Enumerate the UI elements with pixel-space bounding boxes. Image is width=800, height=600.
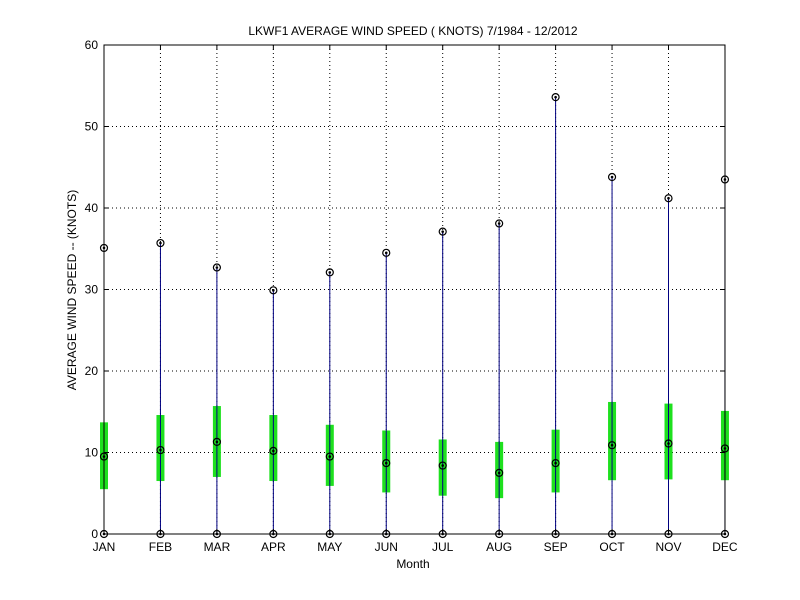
x-tick-label: JUL [432, 540, 454, 554]
x-tick-label: FEB [149, 540, 172, 554]
median-marker-dot [159, 448, 162, 452]
median-marker [495, 468, 504, 477]
median-marker-dot [328, 455, 332, 458]
median-marker-dot [667, 442, 670, 445]
max-marker [551, 93, 560, 102]
y-tick-label: 0 [91, 527, 98, 541]
max-marker [495, 219, 504, 228]
box-jun [382, 248, 391, 539]
x-tick-label: JUN [375, 540, 398, 554]
x-tick-label: MAR [204, 540, 231, 554]
y-axis-ticks: 0 10 20 30 40 50 60 [85, 38, 725, 541]
x-axis-ticks: JAN FEB MAR APR MAY JUN JUL AUG SEP OCT NOV DEC [93, 45, 738, 554]
y-tick-label: 40 [85, 201, 99, 215]
x-tick-label: JAN [93, 540, 116, 554]
max-marker-dot [667, 196, 670, 200]
median-marker-dot [441, 464, 445, 467]
median-marker [382, 458, 391, 468]
max-marker-dot [554, 95, 557, 99]
max-marker [607, 172, 617, 182]
box-oct [607, 172, 617, 539]
median-marker-dot [215, 440, 219, 444]
median-marker-dot [497, 471, 501, 475]
median-marker-dot [272, 449, 275, 453]
box-jul [438, 227, 447, 539]
median-marker [325, 452, 334, 461]
x-axis-label: Month [396, 557, 429, 571]
box-apr [269, 286, 278, 539]
max-marker [438, 227, 447, 236]
max-marker-dot [328, 271, 332, 274]
max-marker-dot [610, 175, 614, 179]
box-mar [212, 263, 221, 539]
max-marker [269, 286, 278, 295]
max-marker-dot [215, 266, 219, 269]
x-tick-label: DEC [712, 540, 738, 554]
median-marker-dot [610, 443, 614, 447]
y-tick-label: 10 [85, 446, 99, 460]
max-marker [212, 263, 221, 272]
box-nov [664, 194, 673, 539]
median-marker [438, 461, 447, 470]
max-marker-dot [159, 241, 162, 245]
max-marker-dot [497, 222, 501, 225]
max-marker [325, 268, 334, 277]
median-marker [212, 437, 221, 447]
median-marker [551, 458, 560, 468]
x-tick-label: SEP [544, 540, 568, 554]
median-marker [607, 441, 617, 450]
max-marker-dot [384, 251, 388, 255]
chart-title: LKWF1 AVERAGE WIND SPEED ( KNOTS) 7/1984… [248, 24, 578, 38]
max-marker [664, 194, 673, 203]
x-tick-label: OCT [599, 540, 625, 554]
median-marker [269, 446, 278, 455]
y-tick-label: 50 [85, 120, 99, 134]
median-marker [156, 445, 165, 455]
x-tick-label: MAY [317, 540, 342, 554]
max-marker-dot [441, 230, 445, 233]
y-tick-label: 20 [85, 364, 99, 378]
max-marker [382, 248, 391, 257]
max-marker-dot [272, 289, 275, 292]
max-marker [156, 238, 165, 248]
y-axis-label: AVERAGE WIND SPEED -- (KNOTS) [65, 190, 79, 390]
y-tick-label: 60 [85, 38, 99, 52]
x-tick-label: NOV [655, 540, 681, 554]
y-tick-label: 30 [85, 283, 99, 297]
median-marker-dot [384, 461, 388, 465]
median-marker-dot [554, 461, 557, 465]
median-marker [664, 439, 673, 448]
x-tick-label: AUG [486, 540, 512, 554]
x-tick-label: APR [261, 540, 286, 554]
